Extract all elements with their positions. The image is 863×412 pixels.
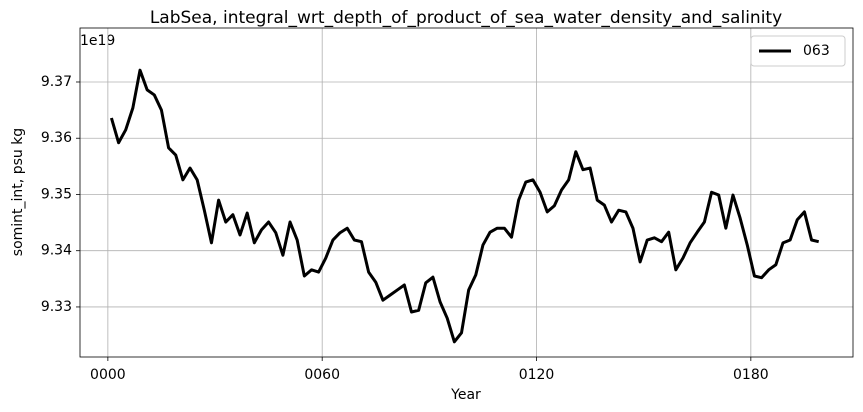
x-axis-label: Year (450, 387, 481, 403)
y-tick-label: 9.37 (41, 74, 72, 90)
x-tick-label: 0120 (519, 367, 555, 383)
y-tick-label: 9.34 (41, 243, 72, 259)
legend-box (750, 35, 846, 67)
data-line (109, 68, 820, 344)
y-tick-label: 9.33 (41, 299, 72, 315)
y-tick-label: 9.36 (41, 130, 72, 146)
offset-label: 1e19 (80, 33, 115, 49)
x-tick-label: 0000 (90, 367, 126, 383)
x-tick-label: 0060 (304, 367, 340, 383)
y-tick-label: 9.35 (41, 186, 72, 202)
plot-frame (79, 27, 854, 358)
x-tick-label: 0180 (733, 367, 769, 383)
legend-label: 063 (803, 43, 830, 59)
y-axis-label: somint_int, psu kg (10, 128, 26, 256)
chart-title: LabSea, integral_wrt_depth_of_product_of… (150, 8, 782, 28)
